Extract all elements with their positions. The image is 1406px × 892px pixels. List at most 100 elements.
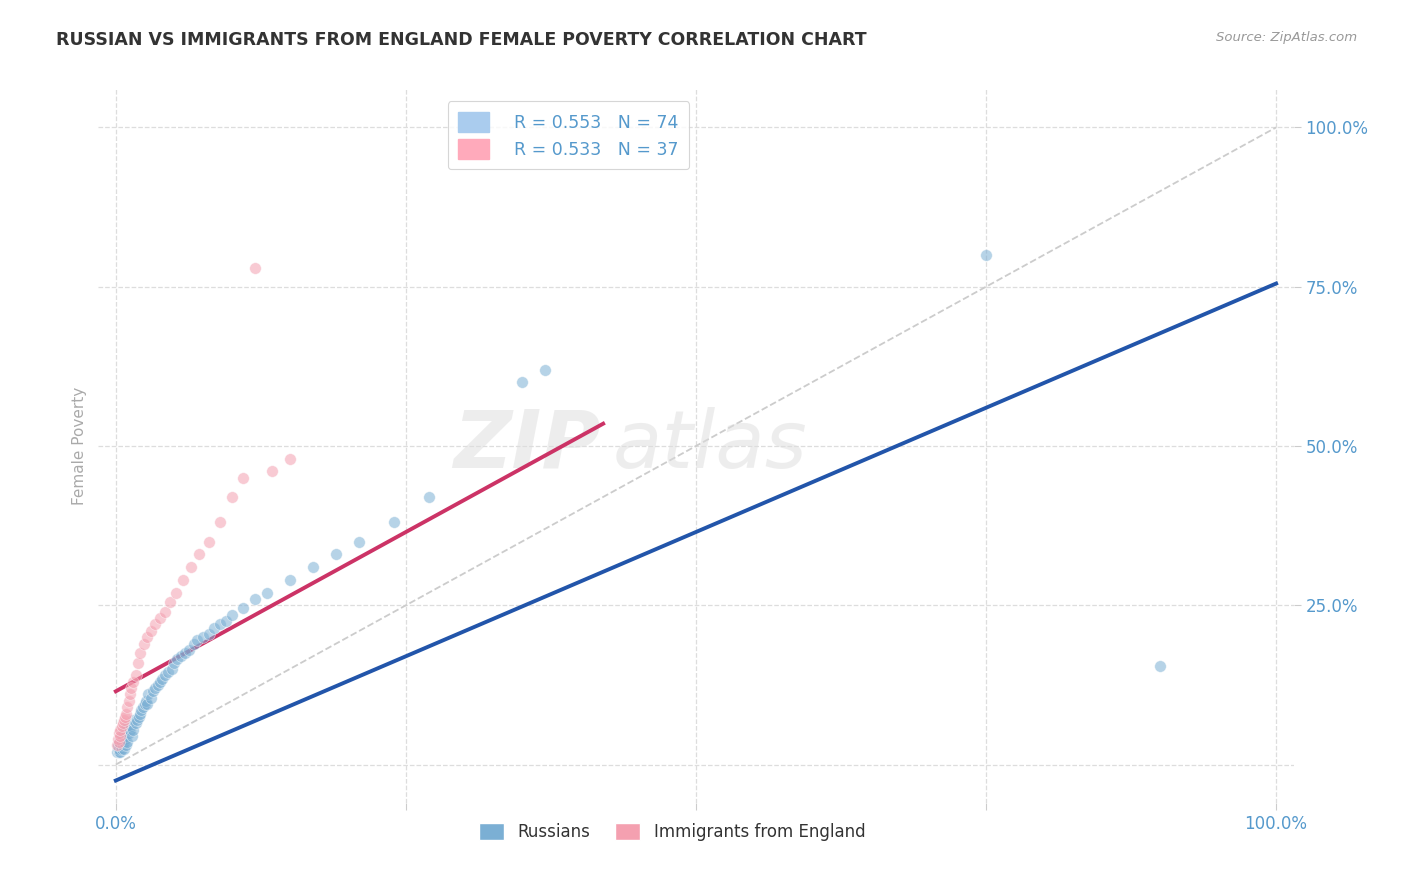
Point — [188, 547, 211, 561]
Point — [117, 725, 139, 739]
Point — [349, 534, 371, 549]
Point — [209, 516, 232, 530]
Point — [974, 248, 997, 262]
Point — [191, 630, 214, 644]
Point — [186, 633, 208, 648]
Point — [117, 700, 139, 714]
Y-axis label: Female Poverty: Female Poverty — [72, 387, 87, 505]
Point — [108, 735, 131, 749]
Text: ZIP: ZIP — [453, 407, 600, 485]
Point — [112, 725, 135, 739]
Point — [136, 630, 159, 644]
Point — [134, 697, 156, 711]
Text: Source: ZipAtlas.com: Source: ZipAtlas.com — [1216, 31, 1357, 45]
Point — [117, 719, 139, 733]
Point — [105, 745, 128, 759]
Point — [150, 672, 173, 686]
Point — [115, 706, 138, 721]
Point — [209, 617, 232, 632]
Point — [534, 362, 557, 376]
Point — [180, 560, 202, 574]
Point — [139, 690, 162, 705]
Point — [136, 688, 159, 702]
Point — [382, 516, 405, 530]
Point — [221, 607, 243, 622]
Point — [129, 646, 152, 660]
Point — [160, 662, 183, 676]
Text: atlas: atlas — [613, 407, 807, 485]
Point — [149, 674, 172, 689]
Point — [1149, 658, 1171, 673]
Point — [262, 465, 284, 479]
Point — [143, 681, 166, 695]
Point — [183, 636, 205, 650]
Point — [118, 723, 141, 737]
Point — [120, 681, 142, 695]
Point — [122, 723, 145, 737]
Point — [197, 534, 219, 549]
Point — [121, 729, 143, 743]
Point — [108, 741, 131, 756]
Point — [278, 451, 301, 466]
Point — [139, 624, 162, 638]
Point — [107, 732, 129, 747]
Point — [112, 713, 135, 727]
Point — [105, 739, 128, 753]
Point — [117, 694, 139, 708]
Point — [111, 716, 134, 731]
Point — [131, 700, 153, 714]
Point — [110, 745, 132, 759]
Point — [278, 573, 301, 587]
Point — [111, 719, 134, 733]
Point — [243, 591, 266, 606]
Point — [232, 471, 254, 485]
Point — [418, 490, 440, 504]
Point — [110, 729, 132, 743]
Point — [107, 739, 129, 753]
Point — [302, 560, 325, 574]
Point — [115, 729, 138, 743]
Point — [165, 585, 187, 599]
Point — [112, 741, 135, 756]
Point — [108, 735, 131, 749]
Point — [114, 732, 136, 747]
Point — [243, 260, 266, 275]
Point — [177, 643, 200, 657]
Point — [172, 573, 194, 587]
Point — [111, 729, 134, 743]
Point — [510, 376, 533, 390]
Point — [166, 652, 188, 666]
Point — [149, 611, 172, 625]
Point — [129, 706, 152, 721]
Point — [120, 719, 142, 733]
Point — [111, 739, 134, 753]
Point — [124, 716, 146, 731]
Point — [108, 725, 131, 739]
Point — [197, 627, 219, 641]
Point — [159, 595, 181, 609]
Point — [122, 674, 145, 689]
Point — [136, 697, 159, 711]
Point — [132, 636, 155, 650]
Legend: Russians, Immigrants from England: Russians, Immigrants from England — [472, 816, 872, 848]
Point — [128, 710, 150, 724]
Point — [143, 617, 166, 632]
Point — [325, 547, 347, 561]
Point — [110, 732, 132, 747]
Point — [256, 585, 278, 599]
Point — [232, 601, 254, 615]
Point — [153, 605, 176, 619]
Point — [135, 694, 157, 708]
Point — [204, 621, 226, 635]
Point — [127, 656, 149, 670]
Point — [110, 723, 132, 737]
Point — [114, 723, 136, 737]
Point — [157, 665, 180, 680]
Point — [114, 710, 136, 724]
Point — [108, 745, 131, 759]
Point — [124, 668, 146, 682]
Point — [125, 713, 148, 727]
Point — [221, 490, 243, 504]
Point — [112, 735, 135, 749]
Point — [131, 703, 153, 717]
